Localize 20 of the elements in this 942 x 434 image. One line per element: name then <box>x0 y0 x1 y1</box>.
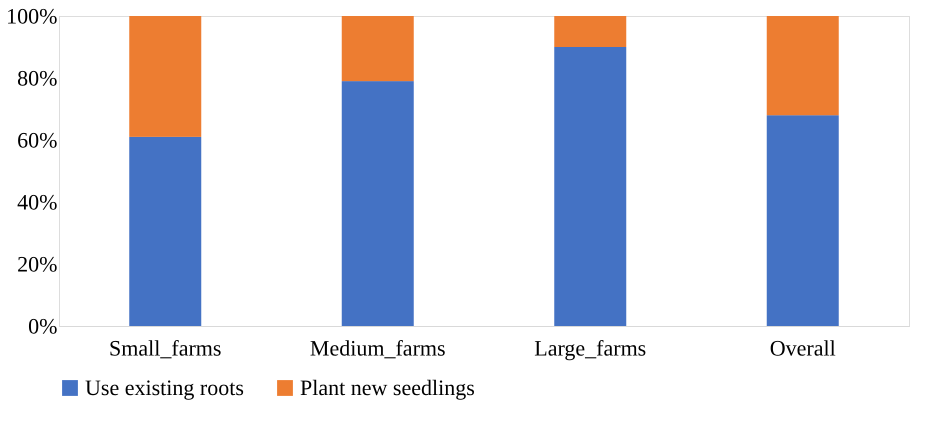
bar <box>342 81 414 326</box>
x-tick-label: Small_farms <box>109 336 222 360</box>
y-tick-label: 0% <box>28 314 58 338</box>
bar <box>129 136 202 326</box>
bar <box>766 115 839 326</box>
y-tick-label: 40% <box>17 190 58 214</box>
y-tick-label: 80% <box>17 66 58 90</box>
y-tick-label: 100% <box>6 4 58 28</box>
legend-label: Plant new seedlings <box>300 375 475 400</box>
bar <box>342 16 414 82</box>
bar <box>554 16 626 47</box>
legend-label: Use existing roots <box>85 375 244 400</box>
y-tick-label: 20% <box>17 252 58 276</box>
y-tick-label: 60% <box>17 128 58 152</box>
bar <box>129 16 202 137</box>
bar <box>554 47 626 326</box>
x-tick-label: Overall <box>770 336 836 360</box>
x-tick-label: Large_farms <box>534 336 646 360</box>
bar <box>766 16 839 116</box>
x-tick-label: Medium_farms <box>310 336 446 360</box>
